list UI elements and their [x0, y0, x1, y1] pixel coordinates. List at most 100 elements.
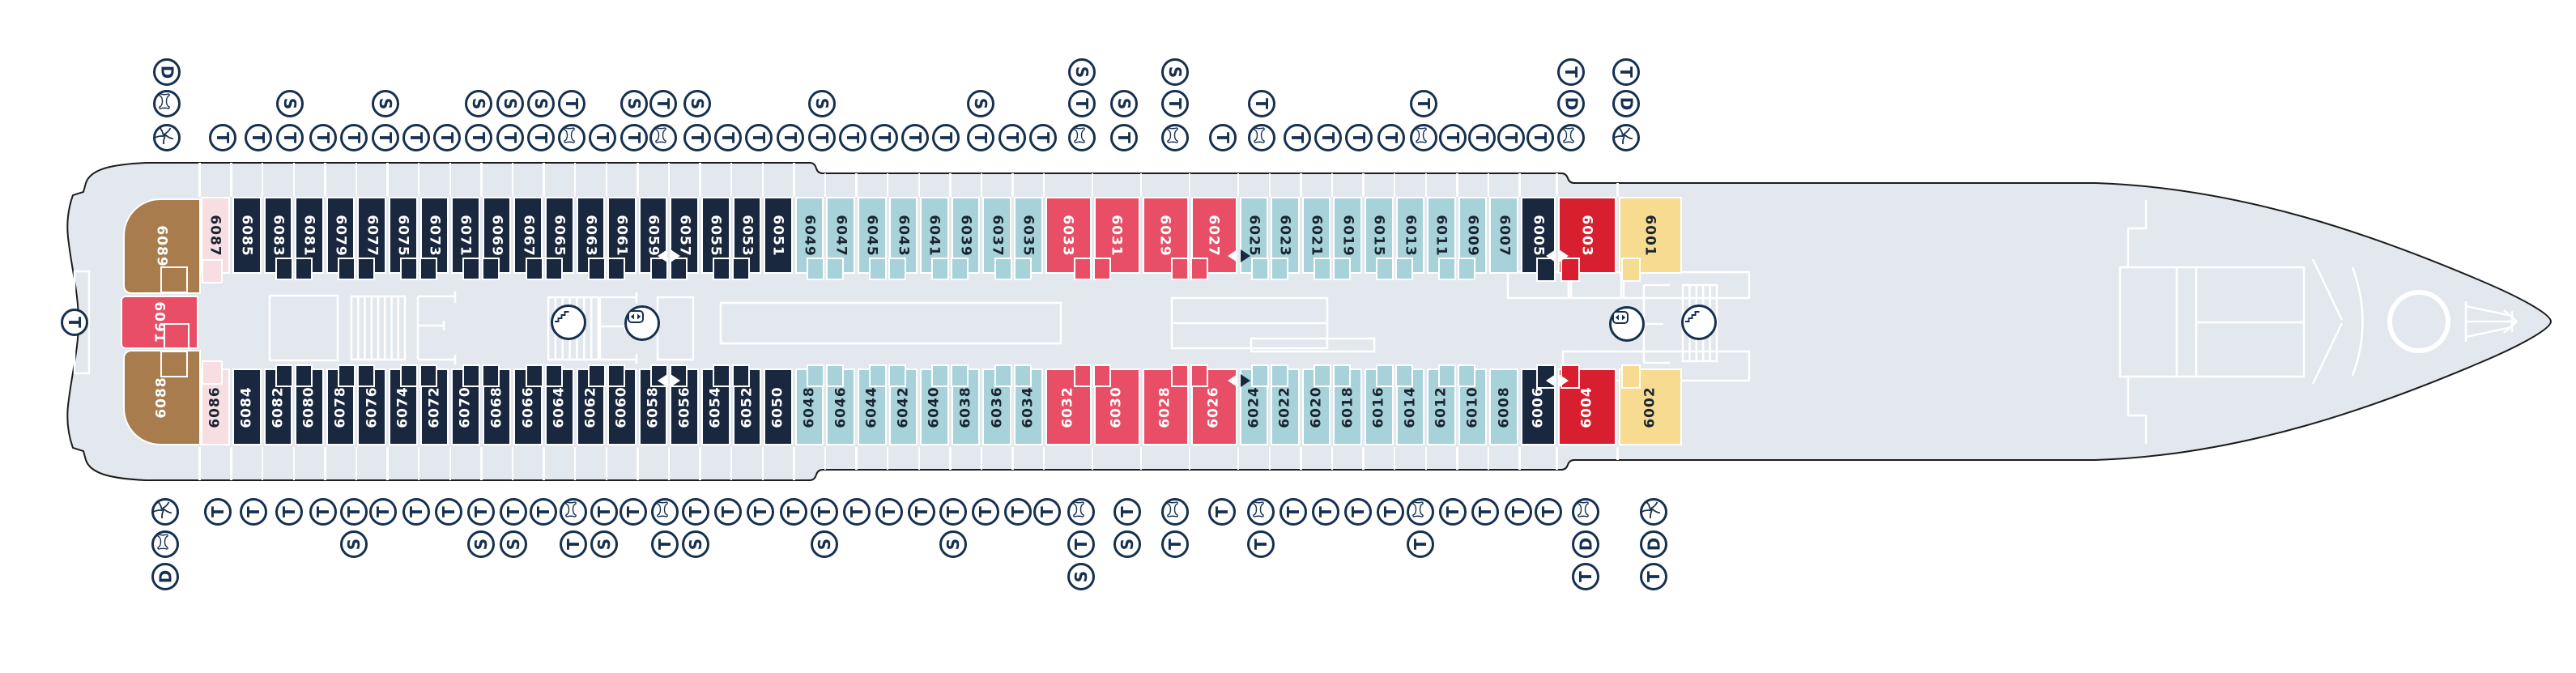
stairs-icon: [1681, 305, 1717, 340]
t-icon: T: [901, 124, 929, 151]
s-icon: S: [1161, 58, 1189, 86]
balcony-square: [544, 258, 563, 280]
icon-letter: S: [815, 538, 834, 551]
t-icon: T: [1113, 498, 1141, 526]
t-icon: T: [61, 309, 88, 336]
t-icon: T: [908, 498, 935, 526]
s-icon: S: [967, 90, 994, 117]
icon-letter: T: [843, 132, 862, 143]
s-icon: S: [496, 90, 524, 117]
pillar-icon: [1067, 498, 1095, 526]
t-icon: T: [939, 498, 967, 526]
icon-letter: T: [749, 132, 769, 143]
balcony-square: [806, 364, 824, 387]
balcony-square: [160, 266, 188, 293]
cabin-6084[interactable]: 6084: [232, 368, 262, 445]
icon-letter: T: [1382, 132, 1401, 143]
cabin-6008[interactable]: 6008: [1489, 368, 1518, 445]
t-icon: T: [1640, 563, 1667, 590]
icon-letter: D: [156, 65, 177, 79]
t-icon: T: [843, 498, 871, 526]
cabin-divider: [699, 447, 701, 480]
s-icon: S: [1110, 90, 1138, 117]
icon-letter: D: [1643, 537, 1663, 552]
balcony-square: [1621, 364, 1641, 389]
cabin-divider: [1331, 173, 1334, 197]
icon-letter: T: [407, 506, 426, 518]
balcony-square: [1250, 364, 1269, 387]
balcony-square: [1332, 258, 1351, 280]
connecting-arrow-icon: [1240, 374, 1250, 387]
balcony-square: [419, 258, 438, 280]
cabin-divider: [543, 163, 545, 197]
t-icon: T: [1248, 90, 1275, 117]
pillar-icon: [651, 498, 679, 526]
icon-letter: S: [504, 538, 523, 551]
balcony-square: [202, 360, 223, 385]
cabin-6050[interactable]: 6050: [764, 368, 793, 445]
icon-letter: T: [1003, 132, 1022, 143]
cabin-6007[interactable]: 6007: [1489, 197, 1518, 274]
cabin-divider: [824, 447, 827, 470]
t-icon: T: [1161, 90, 1189, 117]
balcony-square: [337, 258, 356, 280]
icon-letter: T: [1316, 506, 1335, 518]
cabin-divider: [1518, 173, 1521, 197]
cabin-6051[interactable]: 6051: [764, 197, 793, 274]
cabin-divider: [949, 447, 952, 470]
icon-letter: S: [686, 538, 705, 551]
cabin-divider: [855, 447, 858, 470]
balcony-square: [587, 258, 606, 280]
balcony-square: [1395, 258, 1414, 280]
balcony-square: [1458, 258, 1476, 280]
t-icon: T: [240, 498, 267, 526]
icon-letter: T: [784, 506, 803, 518]
cabin-6030[interactable]: 6030: [1093, 368, 1140, 445]
connecting-arrow-icon: [1227, 249, 1237, 262]
cabin-divider: [1362, 173, 1365, 197]
icon-letter: T: [1443, 506, 1463, 518]
pillar-icon: [560, 498, 587, 526]
icon-letter: T: [313, 132, 333, 143]
balcony-square: [1074, 258, 1092, 280]
t-icon: T: [1505, 498, 1532, 526]
cabin-divider: [511, 447, 514, 480]
icon-letter: T: [1472, 132, 1492, 143]
cabin-divider: [730, 163, 733, 197]
cabin-divider: [511, 163, 514, 197]
t-icon: T: [276, 124, 304, 151]
s-icon: S: [811, 530, 838, 558]
t-icon: T: [589, 124, 616, 151]
balcony-square: [607, 364, 625, 387]
t-icon: T: [465, 124, 492, 151]
t-icon: T: [309, 498, 337, 526]
t-icon: T: [245, 124, 272, 151]
cabin-divider: [355, 163, 358, 197]
icon-letter: T: [344, 506, 364, 518]
icon-letter: T: [1414, 98, 1433, 109]
balcony-square: [1376, 258, 1394, 280]
cabin-6085[interactable]: 6085: [232, 197, 262, 274]
cabin-6091[interactable]: 6091: [121, 296, 198, 349]
balcony-square: [1074, 364, 1092, 387]
cabin-divider: [1424, 447, 1427, 470]
balcony-square: [1438, 258, 1457, 280]
cabin-divider: [949, 173, 952, 197]
t-icon: T: [372, 124, 399, 151]
pillar-icon: [1161, 124, 1189, 151]
t-icon: T: [1377, 498, 1404, 526]
t-icon: T: [340, 124, 368, 151]
cabin-divider: [1011, 447, 1014, 470]
cabin-divider: [1616, 183, 1619, 197]
t-icon: T: [1439, 124, 1467, 151]
t-icon: T: [747, 498, 774, 526]
cabin-divider: [324, 447, 326, 480]
balcony-square: [1013, 364, 1032, 387]
pillar-icon: [1557, 124, 1585, 151]
cabin-divider: [230, 163, 232, 197]
icon-letter: T: [875, 132, 894, 143]
icon-letter: T: [1284, 506, 1303, 518]
pillar-icon: [1247, 498, 1275, 526]
pillar-icon: [558, 124, 585, 151]
s-icon: S: [527, 90, 555, 117]
